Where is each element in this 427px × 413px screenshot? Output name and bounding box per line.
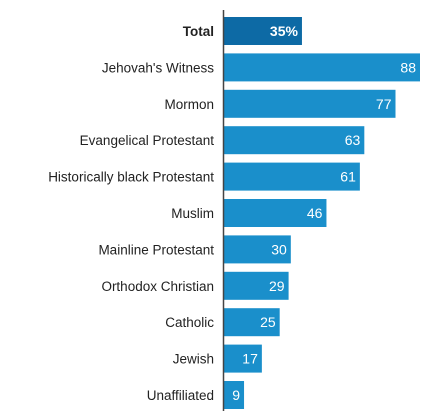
category-label-total: Total xyxy=(183,24,214,39)
category-label-mormon: Mormon xyxy=(164,97,214,112)
bar-orthodox-christian xyxy=(224,271,289,300)
bar-unaffiliated xyxy=(224,381,245,409)
bar-total xyxy=(224,17,302,45)
bar-evangelical-protestant xyxy=(224,126,365,155)
bar-mormon xyxy=(224,89,396,118)
value-label-mormon: 77 xyxy=(376,96,392,112)
bars-layer xyxy=(224,17,420,409)
value-label-unaffiliated: 9 xyxy=(232,387,240,403)
category-label-orthodox-christian: Orthodox Christian xyxy=(101,279,214,294)
value-label-catholic: 25 xyxy=(260,314,276,330)
category-label-jewish: Jewish xyxy=(173,352,214,367)
bar-historically-black-protestant xyxy=(224,162,360,191)
value-label-muslim: 46 xyxy=(307,205,323,221)
value-label-jehovah-s-witness: 88 xyxy=(400,59,416,75)
category-label-jehovah-s-witness: Jehovah's Witness xyxy=(102,60,214,75)
value-label-evangelical-protestant: 63 xyxy=(345,132,361,148)
labels-layer: Total 35% Jehovah's Witness 88 Mormon 77 Evang… xyxy=(48,23,416,403)
value-label-total: 35% xyxy=(270,23,299,39)
category-label-catholic: Catholic xyxy=(165,315,214,330)
value-label-historically-black-protestant: 61 xyxy=(340,169,356,185)
bar-jewish xyxy=(224,344,262,373)
bar-jehovah-s-witness xyxy=(224,53,420,82)
value-label-orthodox-christian: 29 xyxy=(269,278,285,294)
bar-muslim xyxy=(224,199,327,227)
value-label-jewish: 17 xyxy=(242,351,258,367)
bar-catholic xyxy=(224,308,280,337)
category-label-mainline-protestant: Mainline Protestant xyxy=(98,242,214,257)
category-label-unaffiliated: Unaffiliated xyxy=(147,388,214,403)
bar-mainline-protestant xyxy=(224,235,291,264)
category-label-evangelical-protestant: Evangelical Protestant xyxy=(80,133,215,148)
value-label-mainline-protestant: 30 xyxy=(271,241,287,257)
category-label-historically-black-protestant: Historically black Protestant xyxy=(48,170,214,185)
category-label-muslim: Muslim xyxy=(171,206,214,221)
